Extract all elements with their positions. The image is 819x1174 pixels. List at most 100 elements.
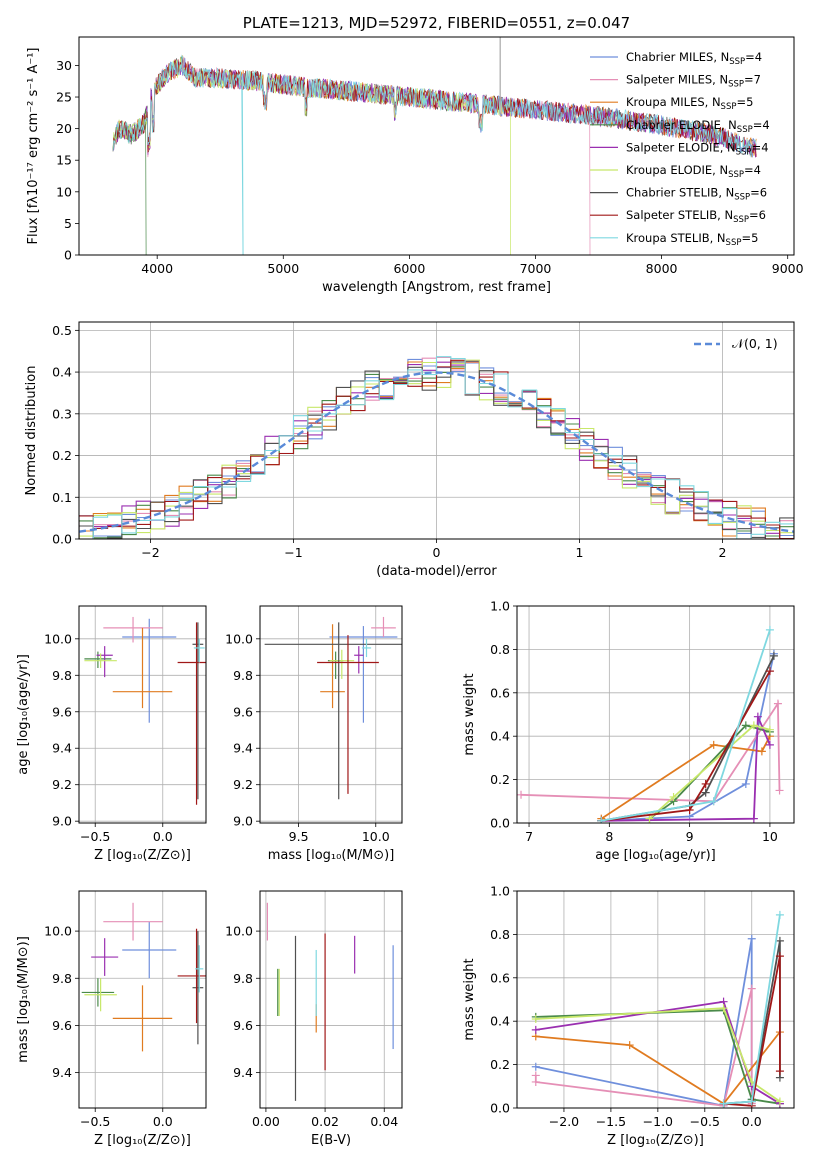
y-tick-label: 9.0 [52, 814, 72, 829]
y-tick-label: 0.3 [52, 406, 72, 421]
weight-vs-z-marker [747, 984, 756, 993]
weight-vs-z-marker [775, 1067, 784, 1076]
y-tick-label: 1.0 [490, 599, 510, 614]
weight-vs-age-marker [765, 725, 774, 734]
legend-subscript: SSP [729, 57, 745, 67]
x-tick-label: 9 [686, 829, 694, 844]
x-tick-label: 0.0 [153, 1114, 173, 1129]
legend-entry: Kroupa STELIB, NSSP=5 [626, 231, 758, 248]
y-tick-label: 0.1 [52, 490, 72, 505]
weight-vs-age-marker [775, 786, 784, 795]
legend-entry: Kroupa ELODIE, NSSP=4 [626, 163, 761, 180]
legend-count: =6 [749, 208, 766, 222]
age-vs-mass-errorbar [317, 635, 379, 794]
x-tick-label: 8 [605, 829, 613, 844]
age-vs-z-errorbar [193, 638, 205, 663]
x-tick-label: 0.02 [311, 1114, 339, 1129]
y-tick-label: 9.4 [233, 1065, 253, 1080]
legend-count: =4 [752, 140, 769, 154]
weight-vs-age-marker [669, 792, 678, 801]
y-tick-label: 10 [56, 184, 72, 199]
weight-vs-age-marker [749, 721, 758, 730]
weight-vs-age-marker [765, 625, 774, 634]
mass-vs-z-errorbar [112, 985, 173, 1052]
x-tick-label: 4000 [141, 261, 173, 276]
y-tick-label: 5 [64, 216, 72, 231]
mass-vs-z-errorbar [177, 928, 206, 1024]
weight-vs-age-marker [741, 779, 750, 788]
weight-vs-age-line [600, 735, 771, 820]
y-tick-label: 30 [56, 58, 72, 73]
age-vs-z-errorbar [122, 618, 177, 723]
legend-subscript: SSP [728, 80, 744, 90]
y-tick-label: 0.4 [490, 1014, 510, 1029]
mass-vs-z-axes: −0.5 0.0 9.4 9.6 9.8 10.0 Z [log₁₀(Z/Z⊙)] mass … [16, 891, 206, 1148]
weight-vs-age-marker [741, 721, 750, 730]
x-tick-label: 6000 [393, 261, 425, 276]
x-axis-label: Z [log₁₀(Z/Z⊙)] [607, 1133, 704, 1148]
x-tick-label: −0.5 [80, 829, 110, 844]
spectrum-series-line [112, 54, 757, 255]
mass-vs-z-errorbar [122, 921, 177, 979]
x-tick-label: 0.0 [742, 1114, 762, 1129]
age-vs-z-errorbar [96, 646, 113, 678]
y-tick-label: 0.5 [52, 323, 72, 338]
x-tick-label: 0.00 [252, 1114, 280, 1129]
x-axis-label: age [log₁₀(age/yr)] [595, 848, 716, 863]
weight-vs-age-marker [645, 814, 654, 823]
legend-subscript: SSP [736, 147, 752, 157]
x-tick-label: 8000 [646, 261, 678, 276]
y-axis-label: age [log₁₀(age/yr)] [16, 654, 31, 775]
y-tick-label: 10.0 [44, 924, 72, 939]
age-vs-mass-errorbar [264, 622, 402, 800]
weight-vs-age-line [520, 700, 781, 803]
weight-vs-age-marker [773, 699, 782, 708]
mass-vs-z-frame [78, 890, 207, 1109]
x-axis-label: E(B-V) [311, 1133, 351, 1148]
chart-title: PLATE=1213, MJD=52972, FIBERID=0551, z=0… [243, 14, 630, 32]
legend-count: =4 [744, 163, 761, 177]
legend-subscript: SSP [733, 215, 749, 225]
legend-subscript: SSP [726, 238, 742, 248]
legend-count: =7 [744, 73, 761, 87]
weight-vs-age-marker [765, 667, 774, 676]
weight-vs-z-marker [719, 1004, 728, 1013]
y-tick-label: 0.2 [490, 1057, 510, 1072]
y-tick-label: 9.4 [233, 741, 253, 756]
weight-vs-z-marker [625, 1041, 634, 1050]
age-vs-mass-errorbar [371, 616, 396, 637]
weight-vs-z-marker [775, 936, 784, 945]
y-tick-label: 0.0 [490, 1101, 510, 1116]
age-vs-z-errorbar [103, 616, 163, 643]
weight-vs-z-marker [531, 1025, 540, 1034]
y-axis-label: Flux [fλ10⁻¹⁷ erg cm⁻² s⁻¹ A⁻¹] [26, 48, 41, 245]
mass-vs-ebv-axes: 0.00 0.02 0.04 9.4 9.6 9.8 10.0 E(B-V) [225, 891, 402, 1148]
weight-vs-age-marker [757, 747, 766, 756]
weight-vs-age-line [648, 724, 771, 820]
weight-vs-z-line [535, 1007, 781, 1103]
legend-entry: Salpeter MILES, NSSP=7 [626, 73, 761, 90]
x-tick-label: −1.5 [596, 1114, 626, 1129]
residual-frame [78, 321, 795, 540]
y-tick-label: 9.2 [233, 777, 253, 792]
age-vs-mass-errorbar [329, 649, 355, 679]
mass-vs-ebv-frame [259, 890, 403, 1109]
x-tick-label: 2 [719, 545, 727, 560]
x-tick-label: −1.0 [643, 1114, 673, 1129]
normal-curve [79, 371, 794, 533]
y-axis-label: mass [log₁₀(M/M⊙)] [16, 936, 31, 1063]
spectrum-legend: Chabrier MILES, NSSP=4 Salpeter MILES, NS… [590, 50, 770, 248]
weight-vs-age-marker [709, 797, 718, 806]
mass-vs-z-errorbar [103, 902, 163, 941]
y-tick-label: 10.0 [44, 631, 72, 646]
y-tick-label: 10.0 [225, 924, 253, 939]
y-tick-label: 9.8 [233, 668, 253, 683]
y-tick-label: 9.6 [233, 704, 253, 719]
legend-entry: Chabrier STELIB, NSSP=6 [626, 186, 767, 203]
spectrum-frame [78, 36, 795, 256]
weight-vs-age-marker [749, 814, 758, 823]
x-axis-label: Z [log₁₀(Z/Z⊙)] [94, 848, 191, 863]
x-axis-label: mass [log₁₀(M/M⊙)] [268, 848, 395, 863]
x-tick-label: 10.0 [362, 829, 390, 844]
x-axis-label: wavelength [Angstrom, rest frame] [322, 280, 551, 295]
